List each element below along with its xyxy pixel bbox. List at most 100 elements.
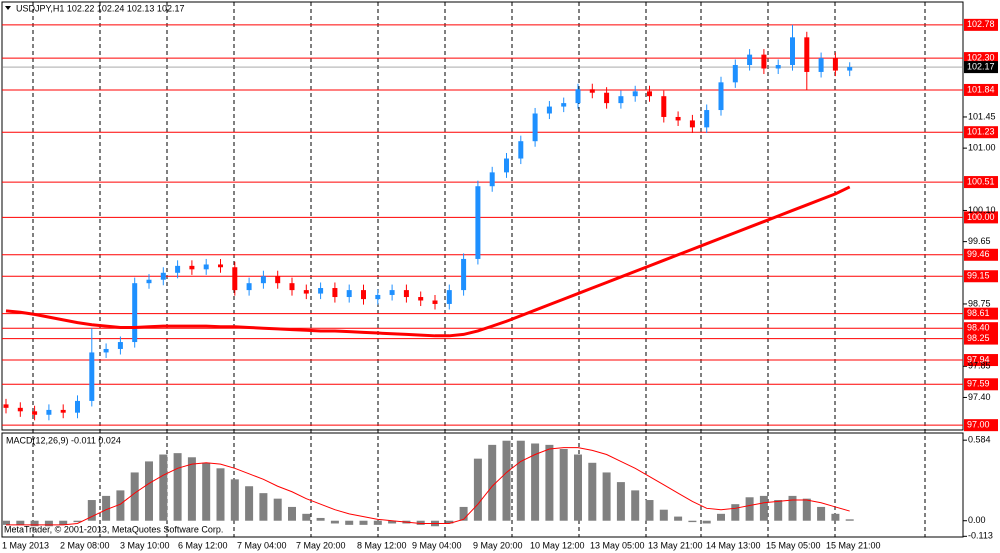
level-label: 102.30 bbox=[967, 52, 995, 62]
histogram-bar bbox=[759, 495, 768, 521]
histogram-bar bbox=[516, 440, 525, 521]
level-tag bbox=[964, 332, 998, 345]
level-label: 98.25 bbox=[967, 333, 990, 343]
level-tag bbox=[964, 322, 998, 335]
candle-body bbox=[818, 58, 824, 72]
level-tag bbox=[964, 248, 998, 261]
last-price-tag bbox=[964, 61, 998, 74]
histogram-bar bbox=[502, 440, 511, 521]
candle-body bbox=[718, 82, 724, 111]
level-label: 100.00 bbox=[967, 212, 995, 222]
candle-body bbox=[75, 400, 80, 413]
candle-body bbox=[318, 288, 324, 294]
candle-body bbox=[232, 267, 238, 291]
level-label: 97.59 bbox=[967, 379, 990, 389]
y-tick-label: 101.00 bbox=[968, 143, 996, 153]
histogram-bar bbox=[288, 506, 296, 521]
x-tick-label: 2 May 08:00 bbox=[60, 540, 110, 550]
candle-body bbox=[32, 411, 38, 415]
candle-body bbox=[704, 110, 710, 128]
histogram-bar bbox=[559, 449, 568, 521]
level-tag bbox=[964, 307, 998, 320]
x-tick-label: 9 May 04:00 bbox=[412, 540, 462, 550]
y-tick-label: 98.75 bbox=[968, 298, 991, 308]
histogram-bar bbox=[345, 520, 354, 525]
candle-body bbox=[160, 272, 166, 280]
chart-title: USDJPY,H1 102.22 102.24 102.13 102.17 bbox=[16, 3, 184, 13]
candle-body bbox=[475, 186, 481, 259]
candle-body bbox=[532, 113, 538, 142]
histogram-bar bbox=[59, 520, 68, 525]
candle-body bbox=[504, 158, 509, 173]
histogram-bar bbox=[87, 500, 96, 521]
candle-body bbox=[303, 290, 309, 294]
level-label: 98.61 bbox=[967, 308, 990, 318]
candle-body bbox=[432, 300, 438, 304]
x-tick-label: 15 May 21:00 bbox=[826, 540, 881, 550]
histogram-bar bbox=[202, 462, 211, 521]
histogram-bar bbox=[2, 520, 10, 525]
histogram-bar bbox=[788, 495, 797, 521]
histogram-bar bbox=[731, 504, 740, 521]
histogram-bar bbox=[216, 468, 225, 521]
x-tick-label: 6 May 12:00 bbox=[178, 540, 228, 550]
macd-frame bbox=[1, 432, 964, 538]
level-tag bbox=[964, 419, 998, 432]
histogram-bar bbox=[373, 520, 382, 525]
histogram-bar bbox=[316, 517, 325, 521]
histogram-bar bbox=[230, 479, 239, 521]
level-label: 98.40 bbox=[967, 323, 990, 333]
histogram-bar bbox=[187, 457, 196, 521]
candle-body bbox=[589, 89, 595, 93]
y-tick-label: 0.584 bbox=[968, 435, 991, 445]
last-price-label: 102.17 bbox=[967, 61, 995, 71]
histogram-bar bbox=[30, 520, 39, 527]
candle-body bbox=[747, 54, 753, 66]
candle-body bbox=[689, 120, 695, 128]
histogram-bar bbox=[445, 520, 454, 524]
y-tick-label: 0.00 bbox=[968, 515, 986, 525]
candle-body bbox=[661, 96, 667, 117]
candle-body bbox=[761, 54, 767, 69]
histogram-bar bbox=[44, 520, 53, 527]
candle-body bbox=[847, 67, 853, 71]
level-tag bbox=[964, 378, 998, 391]
candle-body bbox=[775, 65, 781, 69]
x-tick-label: 9 May 20:00 bbox=[473, 540, 523, 550]
candle-body bbox=[103, 348, 109, 353]
histogram-bar bbox=[588, 462, 597, 521]
histogram-bar bbox=[145, 461, 153, 521]
x-tick-label: 8 May 12:00 bbox=[357, 540, 407, 550]
histogram-bar bbox=[774, 500, 783, 521]
level-label: 100.51 bbox=[967, 176, 995, 186]
y-tick-label: 97.40 bbox=[968, 392, 991, 402]
candle-body bbox=[146, 279, 152, 284]
histogram-bar bbox=[159, 454, 168, 521]
y-tick-label: 100.10 bbox=[968, 205, 996, 215]
candle-body bbox=[732, 65, 738, 83]
candle-body bbox=[461, 258, 467, 291]
candle-body bbox=[117, 342, 123, 349]
x-tick-label: 14 May 13:00 bbox=[706, 540, 761, 550]
candle-body bbox=[446, 290, 452, 304]
candle-body bbox=[375, 294, 381, 300]
x-tick-label: 13 May 21:00 bbox=[648, 540, 703, 550]
level-tag bbox=[964, 126, 998, 139]
y-tick-label: -0.113 bbox=[968, 531, 993, 541]
x-tick-label: 3 May 10:00 bbox=[120, 540, 170, 550]
candle-body bbox=[675, 116, 681, 121]
level-label: 102.78 bbox=[967, 19, 995, 29]
candle-body bbox=[246, 283, 252, 291]
histogram-bar bbox=[688, 520, 697, 523]
candle-body bbox=[575, 89, 581, 104]
histogram-bar bbox=[631, 490, 640, 521]
x-tick-label: 7 May 20:00 bbox=[296, 540, 346, 550]
candle-body bbox=[175, 265, 181, 273]
y-tick-label: 99.65 bbox=[968, 236, 991, 246]
candle-body bbox=[89, 352, 95, 401]
histogram-bar bbox=[173, 453, 182, 521]
candle-body bbox=[260, 276, 266, 284]
signal-line bbox=[6, 447, 850, 526]
main-frame bbox=[1, 1, 964, 431]
